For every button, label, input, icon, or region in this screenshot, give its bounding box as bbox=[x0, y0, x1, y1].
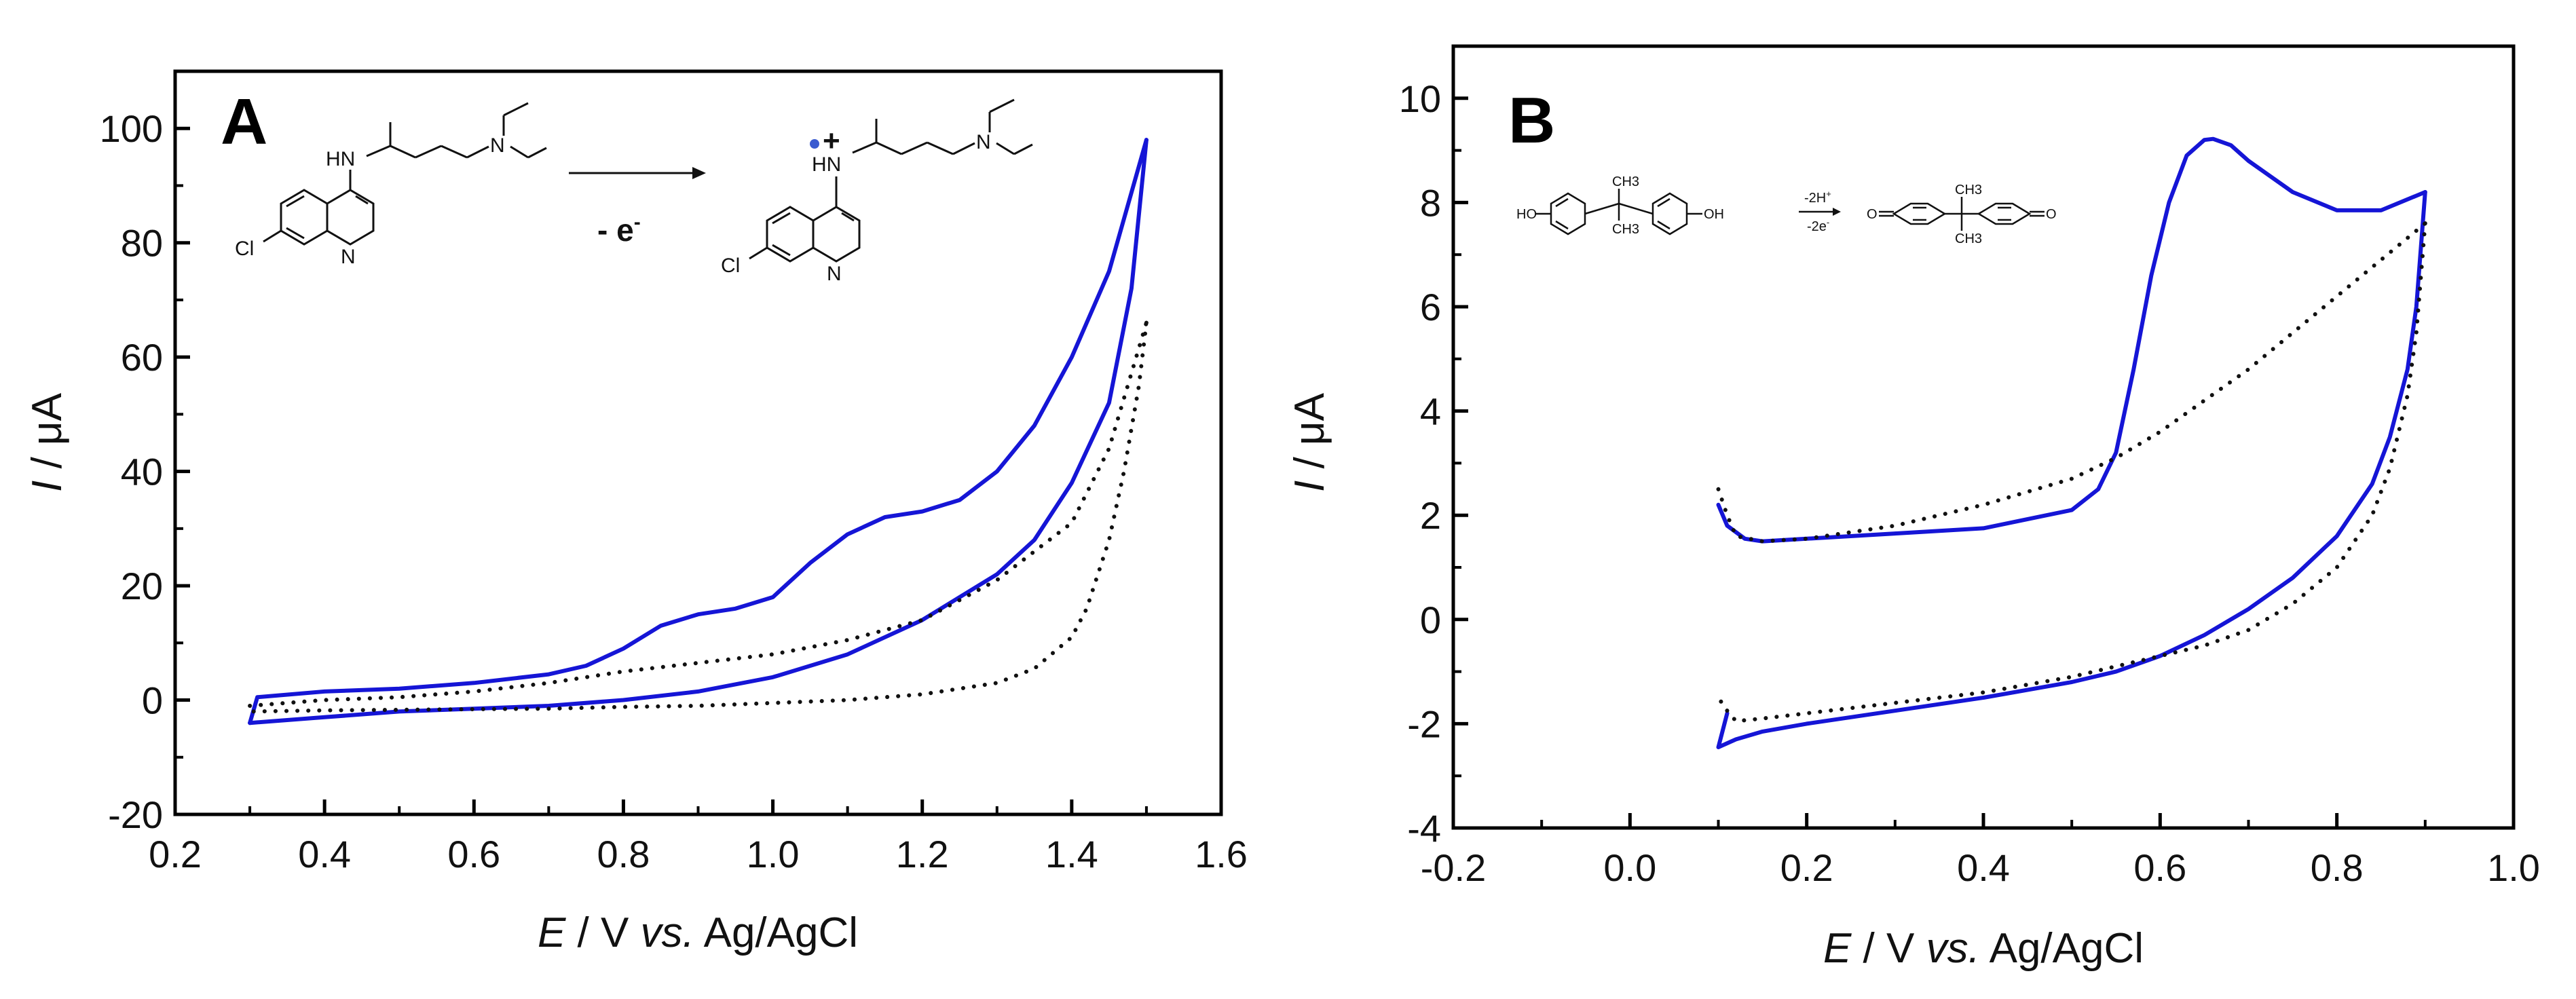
panel-a-x-tick-label: 0.2 bbox=[149, 833, 202, 875]
panel-b-y-tick-label: 10 bbox=[1399, 77, 1441, 120]
panel-b-x-tick-label: 0.6 bbox=[2133, 846, 2186, 889]
panel-b-x-tick-label: 0.8 bbox=[2311, 846, 2364, 889]
chloroquine-ring-n: N bbox=[341, 246, 356, 268]
panel-a-y-tick-label: 0 bbox=[142, 679, 163, 722]
panel-b-y-tick-label: -4 bbox=[1407, 807, 1441, 850]
panel-b-axes: -0.2 0.0 0.2 0.4 0.6 0.8 1.0 -4 -2 0 2 4 6 8 10 bbox=[1399, 77, 2540, 889]
panel-a-x-tick-label: 1.2 bbox=[896, 833, 949, 875]
reaction-b-bottom-label: -2e- bbox=[1807, 217, 1829, 234]
panel-a-series-2-dotted bbox=[248, 320, 1149, 708]
bisphenol-a-ho: HO bbox=[1516, 207, 1537, 222]
chloroquine-amine-n: N bbox=[490, 134, 505, 157]
panel-a-frame bbox=[173, 69, 1223, 816]
quinone-methide-structure bbox=[1879, 197, 2045, 231]
panel-b-y-tick-label: -2 bbox=[1407, 702, 1441, 745]
panel-b-series-2-dotted bbox=[1716, 221, 2427, 544]
panel-b-x-tick-label: 0.0 bbox=[1603, 846, 1656, 889]
panel-b-x-tick-label: 0.4 bbox=[1957, 846, 2010, 889]
panel-b-x-tick-label: 0.2 bbox=[1780, 846, 1833, 889]
bisphenol-a-ch3-bottom: CH3 bbox=[1612, 222, 1639, 237]
chloroquine-radical-cation-structure bbox=[749, 98, 1033, 263]
reaction-arrow-b-head bbox=[1833, 208, 1841, 216]
quinone-methide-o-left: O bbox=[1867, 207, 1878, 222]
radical-cation-cl: Cl bbox=[721, 255, 740, 277]
panel-b-y-tick-label: 6 bbox=[1420, 286, 1441, 328]
panel-a-series-0-solid bbox=[248, 138, 1149, 725]
panel-b-series-1-solid bbox=[1716, 190, 2427, 749]
panel-b-y-tick-label: 8 bbox=[1420, 181, 1441, 224]
panel-a-label: A bbox=[221, 86, 267, 158]
panel-b-y-tick-label: 0 bbox=[1420, 599, 1441, 641]
panel-a-y-tick-label: 80 bbox=[121, 222, 163, 265]
panel-a-plot-area bbox=[248, 138, 1149, 725]
panel-b-label: B bbox=[1508, 84, 1555, 157]
panel-a-x-tick-label: 0.8 bbox=[597, 833, 650, 875]
panel-a-series-3-dotted bbox=[248, 320, 1149, 714]
panel-a-y-tick-label: -20 bbox=[108, 793, 163, 836]
panel-a-x-tick-label: 1.4 bbox=[1045, 833, 1098, 875]
panel-a-y-tick-label: 60 bbox=[121, 336, 163, 379]
radical-cation-ring-n: N bbox=[827, 263, 842, 285]
panel-a-y-tick-label: 100 bbox=[100, 107, 163, 150]
quinone-methide-ch3-top: CH3 bbox=[1955, 183, 1982, 197]
panel-b-series-3-dotted bbox=[1716, 221, 2427, 723]
panel-a-x-tick-label: 1.0 bbox=[747, 833, 800, 875]
panel-b-y-tick-label: 2 bbox=[1420, 494, 1441, 537]
panel-b-x-axis-title: E / V vs. Ag/AgCl bbox=[1823, 925, 2144, 972]
panel-a: 0.2 0.4 0.6 0.8 1.0 1.2 1.4 1.6-20020406080100 … bbox=[24, 69, 1248, 956]
quinone-methide-o-right: O bbox=[2046, 207, 2057, 222]
panel-a-y-tick-label: 40 bbox=[121, 451, 163, 493]
panel-b-frame bbox=[1451, 44, 2516, 830]
reaction-arrow-a-head bbox=[692, 167, 706, 179]
reaction-a-label: - e- bbox=[597, 211, 641, 248]
bisphenol-a-ch3-top: CH3 bbox=[1612, 174, 1639, 189]
panel-b-x-tick-label: 1.0 bbox=[2487, 846, 2540, 889]
radical-dot bbox=[810, 139, 819, 149]
panel-b-x-tick-label: -0.2 bbox=[1421, 846, 1487, 889]
panel-a-series-1-solid bbox=[248, 138, 1149, 725]
bisphenol-a-structure bbox=[1535, 189, 1702, 235]
reaction-b-top-label: -2H+ bbox=[1804, 189, 1831, 206]
panel-a-y-tick-label: 20 bbox=[121, 565, 163, 607]
quinone-methide-ch3-bottom: CH3 bbox=[1955, 231, 1982, 246]
chloroquine-hn: HN bbox=[326, 148, 355, 170]
radical-cation-amine-n: N bbox=[976, 131, 991, 153]
panel-a-x-axis-title: E / V vs. Ag/AgCl bbox=[538, 909, 858, 956]
panel-a-x-tick-label: 0.6 bbox=[447, 833, 500, 875]
chloroquine-structure bbox=[263, 102, 547, 246]
panel-a-reaction-scheme: HN N Cl N - e- bbox=[235, 98, 1033, 285]
panel-b: -0.2 0.0 0.2 0.4 0.6 0.8 1.0 -4 -2 0 2 4 6 8 10 B E / … bbox=[1286, 44, 2540, 972]
panel-a-x-tick-label: 1.6 bbox=[1195, 833, 1248, 875]
bisphenol-a-oh: OH bbox=[1704, 207, 1724, 222]
panel-b-plot-area bbox=[1716, 136, 2427, 749]
panel-b-reaction-scheme: HO OH CH3 CH3 -2H+ -2e- bbox=[1516, 174, 2057, 246]
panel-a-axes: 0.2 0.4 0.6 0.8 1.0 1.2 1.4 1.6 -20 0 20 40 60 80 100 bbox=[100, 107, 1248, 875]
radical-cation-hn: HN bbox=[812, 153, 841, 176]
panel-a-y-axis-title: I / μA bbox=[24, 392, 71, 492]
panel-a-x-tick-label: 0.4 bbox=[298, 833, 351, 875]
panel-b-y-axis-title: I / μA bbox=[1286, 392, 1333, 492]
radical-cation-plus: + bbox=[823, 124, 840, 157]
panel-b-y-tick-label: 4 bbox=[1420, 390, 1441, 433]
chloroquine-cl: Cl bbox=[235, 238, 254, 260]
